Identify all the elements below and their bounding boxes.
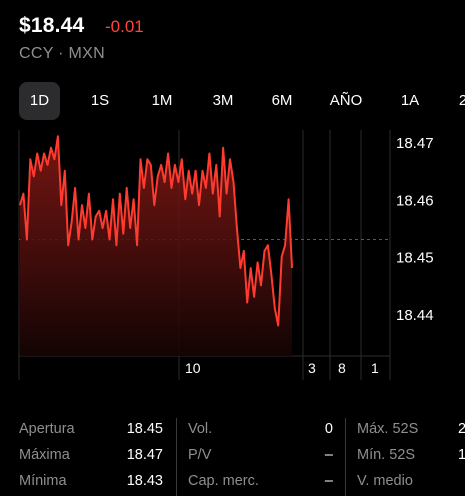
- stat-high-value: 18.47: [126, 447, 163, 463]
- range-1m-button[interactable]: 1M: [151, 92, 173, 109]
- stat-52w-low-label: Mín. 52S: [357, 447, 416, 463]
- y-axis-tick-label: 18.46: [396, 192, 434, 209]
- stats-divider: [176, 418, 177, 496]
- x-axis-tick-label: 1: [371, 360, 379, 376]
- price-chart: 18.47 18.46 18.45 18.44 10 3 8 1: [18, 130, 434, 380]
- stat-volume-label: Vol.: [188, 421, 213, 437]
- y-axis-tick-label: 18.45: [396, 250, 434, 267]
- price-label: $18.44: [19, 14, 85, 37]
- stats-panel: Apertura 18.45 Máxima 18.47 Mínima 18.43…: [0, 418, 465, 496]
- range-1d-button[interactable]: 1D: [19, 82, 60, 120]
- price-area-fill: [20, 136, 292, 356]
- y-axis-tick-label: 18.44: [396, 307, 434, 324]
- stat-low-value: 18.43: [126, 473, 163, 489]
- price-change: -0.01: [105, 17, 144, 36]
- stat-low-label: Mínima: [19, 473, 67, 489]
- stats-divider: [345, 418, 346, 496]
- x-axis-tick-label: 10: [185, 360, 201, 376]
- range-3m-button[interactable]: 3M: [212, 92, 234, 109]
- x-axis-tick-label: 8: [338, 360, 346, 376]
- stat-volume-value: 0: [324, 421, 333, 437]
- y-axis-tick-label: 18.47: [396, 135, 434, 152]
- x-axis-tick-label: 3: [308, 360, 316, 376]
- range-ytd-button[interactable]: AÑO: [329, 92, 363, 109]
- range-more-button[interactable]: 2: [458, 92, 465, 109]
- range-6m-button[interactable]: 6M: [271, 92, 293, 109]
- currency-pair-label: CCY · MXN: [19, 45, 105, 62]
- stat-pe-value: –: [324, 447, 333, 463]
- stat-52w-low-value: 1: [458, 447, 465, 463]
- stat-pe-label: P/V: [188, 447, 212, 463]
- price-line: [19, 135, 293, 327]
- stat-52w-high-value: 2: [458, 421, 465, 437]
- stat-mktcap-label: Cap. merc.: [188, 473, 259, 489]
- range-1s-button[interactable]: 1S: [90, 92, 110, 109]
- stat-open-value: 18.45: [126, 421, 163, 437]
- time-range-selector: 1D 1S 1M 3M 6M AÑO 1A 2: [19, 82, 465, 120]
- stat-52w-high-label: Máx. 52S: [357, 421, 419, 437]
- range-1a-button[interactable]: 1A: [400, 92, 420, 109]
- stat-open-label: Apertura: [19, 421, 75, 437]
- stat-high-label: Máxima: [19, 447, 70, 463]
- stat-mktcap-value: –: [324, 473, 333, 489]
- stat-avg-volume-label: V. medio: [357, 473, 413, 489]
